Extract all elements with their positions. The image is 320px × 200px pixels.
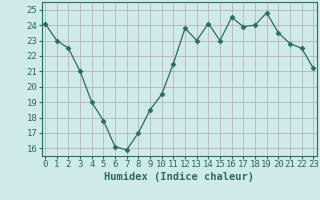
X-axis label: Humidex (Indice chaleur): Humidex (Indice chaleur) (104, 172, 254, 182)
